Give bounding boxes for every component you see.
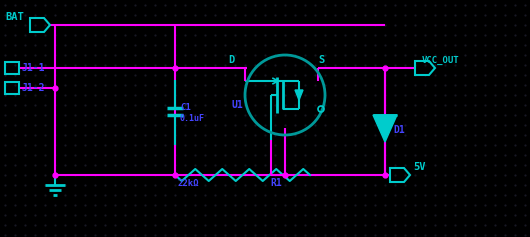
Text: J1-2: J1-2 xyxy=(22,83,46,93)
Text: BAT: BAT xyxy=(5,12,24,22)
Text: 22kΩ: 22kΩ xyxy=(178,178,199,187)
Text: C1: C1 xyxy=(180,104,191,113)
Text: D: D xyxy=(228,55,234,65)
Text: S: S xyxy=(318,55,324,65)
Text: 5V: 5V xyxy=(413,162,426,172)
Polygon shape xyxy=(373,115,397,142)
Text: 0.1uF: 0.1uF xyxy=(180,114,205,123)
Text: D1: D1 xyxy=(393,125,405,135)
Polygon shape xyxy=(295,90,303,100)
Text: U1: U1 xyxy=(232,100,244,110)
Text: VCC_OUT: VCC_OUT xyxy=(422,55,460,64)
Text: R1: R1 xyxy=(270,178,282,188)
Text: J1-1: J1-1 xyxy=(22,63,46,73)
